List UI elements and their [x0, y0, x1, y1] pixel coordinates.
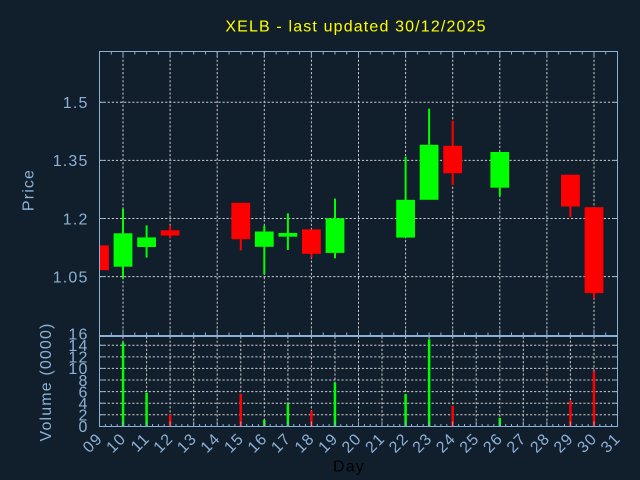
svg-text:0: 0	[78, 419, 88, 436]
svg-text:XELB - last updated 30/12/2025: XELB - last updated 30/12/2025	[225, 19, 486, 36]
svg-text:Volume (0000): Volume (0000)	[38, 322, 55, 441]
svg-text:1.05: 1.05	[53, 269, 89, 286]
svg-text:16: 16	[68, 327, 88, 344]
svg-text:4: 4	[78, 396, 88, 413]
svg-text:2: 2	[78, 408, 88, 425]
svg-text:10: 10	[68, 361, 88, 378]
svg-text:Day: Day	[333, 459, 365, 476]
svg-text:8: 8	[78, 373, 88, 390]
svg-text:1.2: 1.2	[63, 211, 89, 228]
svg-text:1.35: 1.35	[53, 153, 89, 170]
svg-text:14: 14	[68, 338, 88, 355]
svg-text:12: 12	[68, 350, 88, 367]
svg-text:1.5: 1.5	[63, 95, 89, 112]
svg-text:6: 6	[78, 384, 88, 401]
svg-text:Price: Price	[21, 169, 38, 211]
